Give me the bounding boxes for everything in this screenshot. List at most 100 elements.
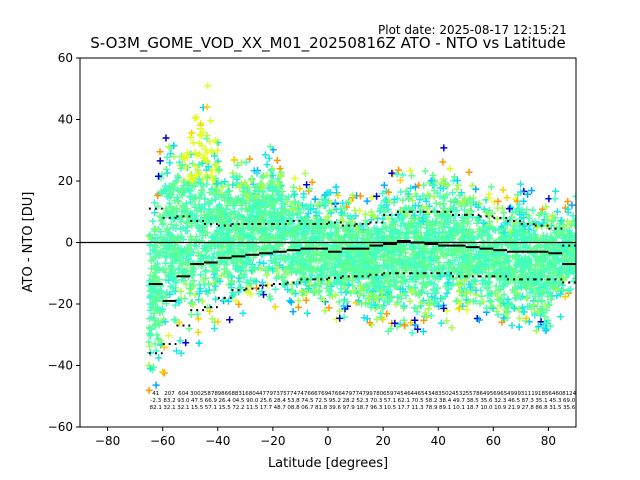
scatter-point (362, 210, 369, 218)
scatter-point (304, 209, 312, 217)
scatter-point (368, 194, 376, 202)
scatter-point (428, 255, 436, 263)
scatter-point (246, 257, 254, 265)
scatter-point (381, 197, 388, 205)
scatter-point (408, 172, 416, 180)
scatter-point (171, 301, 179, 309)
scatter-point (540, 257, 548, 265)
scatter-point (347, 213, 355, 221)
scatter-point (191, 214, 199, 222)
scatter-point (376, 208, 384, 216)
bin-stat-label: 15.5 (191, 405, 204, 411)
scatter-point (399, 257, 407, 265)
scatter-point (465, 168, 473, 176)
scatter-point (202, 146, 210, 154)
scatter-point (302, 215, 310, 223)
scatter-point (271, 184, 279, 192)
scatter-point (279, 216, 287, 224)
bin-value-label: 74.5 (301, 398, 314, 404)
scatter-point (437, 248, 445, 256)
scatter-point (337, 209, 345, 217)
scatter-point (529, 206, 537, 214)
scatter-point (431, 233, 439, 241)
scatter-point (449, 205, 457, 213)
scatter-point (452, 248, 460, 255)
bin-count-label: 6597 (383, 391, 397, 397)
scatter-point (158, 170, 166, 178)
scatter-point (248, 235, 256, 243)
scatter-point (415, 202, 422, 210)
scatter-point (290, 254, 298, 262)
scatter-point (235, 274, 243, 282)
bin-count-label: 4999 (507, 391, 521, 397)
scatter-point (151, 209, 159, 217)
scatter-point (146, 330, 154, 338)
scatter-point (500, 229, 508, 237)
scatter-point (267, 214, 275, 222)
bin-value-label: 04.5 (232, 398, 245, 404)
scatter-point (198, 132, 206, 140)
scatter-point (224, 181, 232, 189)
scatter-point (247, 280, 255, 288)
scatter-point (210, 190, 218, 198)
scatter-point (453, 207, 461, 215)
scatter-point (439, 179, 447, 187)
scatter-point (293, 280, 301, 288)
scatter-point (214, 242, 222, 250)
scatter-point (179, 203, 187, 211)
scatter-point (453, 185, 461, 193)
bin-value-label: 32.3 (494, 398, 507, 404)
scatter-point (190, 183, 198, 190)
y-tick-label: −20 (48, 297, 73, 311)
scatter-point (220, 220, 228, 228)
scatter-point (294, 237, 302, 245)
scatter-point (455, 305, 462, 313)
scatter-point (421, 260, 429, 268)
scatter-point (202, 274, 210, 282)
scatter-point (216, 201, 223, 209)
scatter-point (444, 232, 452, 240)
scatter-point (487, 289, 495, 297)
bin-count-label: 41 (152, 391, 159, 397)
scatter-point (206, 307, 214, 315)
scatter-point (502, 233, 510, 241)
scatter-point (470, 235, 478, 243)
scatter-point (197, 180, 204, 188)
scatter-point (537, 252, 545, 260)
scatter-point (226, 199, 234, 207)
scatter-point (264, 266, 272, 274)
scatter-point (411, 254, 419, 262)
scatter-point (194, 166, 202, 174)
scatter-point (289, 210, 297, 218)
bin-count-label: 604 (178, 391, 189, 397)
scatter-point (537, 318, 545, 326)
bin-statistics (148, 207, 576, 355)
scatter-point (315, 226, 323, 234)
scatter-point (251, 183, 259, 191)
scatter-point (521, 229, 529, 237)
scatter-point (186, 285, 194, 293)
scatter-point (294, 303, 302, 311)
y-tick-label: 40 (58, 113, 73, 127)
scatter-point (497, 286, 504, 294)
bin-value-label: 38.4 (439, 398, 452, 404)
scatter-point (147, 365, 154, 373)
bin-value-label: 35.1 (535, 398, 547, 404)
scatter-point (290, 192, 298, 200)
scatter-point (554, 246, 562, 253)
scatter-point (326, 254, 334, 262)
scatter-point (374, 247, 382, 255)
scatter-point (300, 274, 308, 281)
scatter-point (386, 286, 394, 294)
bin-value-label: 70.5 (411, 398, 424, 404)
scatter-point (387, 325, 395, 333)
scatter-point (485, 279, 493, 287)
scatter-point (219, 243, 227, 251)
scatter-point (362, 217, 370, 225)
scatter-point (558, 230, 566, 238)
scatter-point (242, 158, 250, 166)
scatter-point (444, 279, 452, 287)
scatter-point (564, 269, 572, 277)
scatter-point (463, 306, 471, 314)
scatter-point (193, 233, 201, 240)
